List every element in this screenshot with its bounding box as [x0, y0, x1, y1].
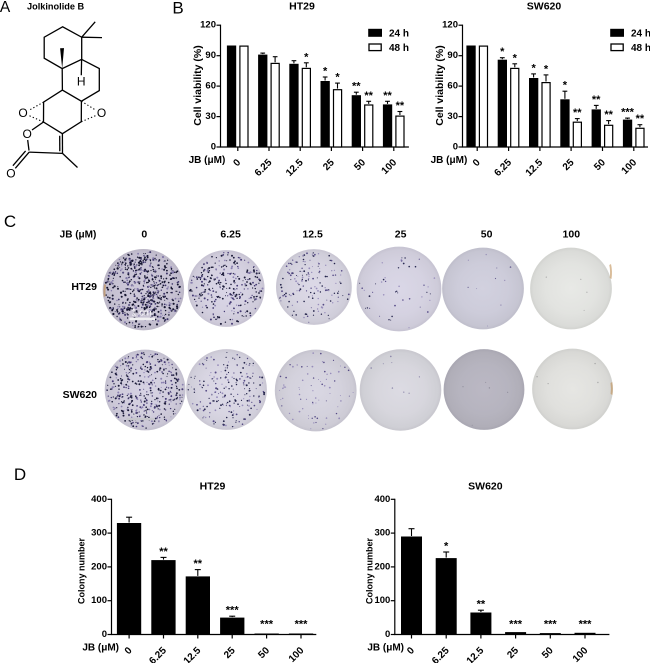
svg-text:24 h: 24 h [389, 28, 409, 39]
svg-text:A: A [0, 0, 11, 16]
svg-text:*: * [304, 51, 309, 63]
svg-text:300: 300 [374, 528, 390, 539]
svg-text:100: 100 [91, 595, 107, 606]
svg-text:0: 0 [102, 629, 107, 640]
svg-text:*: * [531, 62, 536, 74]
svg-text:Jolkinolide B: Jolkinolide B [27, 2, 85, 12]
svg-text:**: ** [383, 90, 392, 102]
svg-text:JB (μM): JB (μM) [431, 155, 468, 166]
svg-text:*: * [323, 66, 328, 78]
svg-text:100: 100 [563, 229, 581, 241]
svg-text:SW620: SW620 [468, 481, 503, 493]
svg-text:30: 30 [205, 111, 216, 122]
svg-text:Cell viability (%): Cell viability (%) [192, 45, 204, 126]
svg-text:400: 400 [91, 494, 107, 505]
svg-text:SW620: SW620 [63, 389, 98, 401]
svg-text:JB (μM): JB (μM) [60, 229, 97, 240]
svg-text:***: *** [295, 619, 309, 631]
svg-text:*: * [444, 541, 449, 553]
svg-text:300: 300 [91, 528, 107, 539]
svg-text:JB (μM): JB (μM) [189, 155, 226, 166]
svg-text:JB (μM): JB (μM) [367, 643, 404, 654]
svg-text:*: * [563, 80, 568, 92]
svg-text:0: 0 [211, 142, 216, 153]
svg-text:HT29: HT29 [200, 481, 226, 493]
svg-text:O: O [23, 127, 32, 141]
svg-text:***: *** [509, 619, 523, 631]
svg-text:Colony number: Colony number [77, 538, 87, 604]
svg-text:*: * [335, 72, 340, 84]
svg-text:**: ** [604, 109, 613, 121]
svg-text:Colony number: Colony number [365, 538, 375, 604]
svg-text:*: * [544, 63, 549, 75]
svg-text:0: 0 [141, 229, 147, 241]
svg-text:***: *** [621, 107, 635, 119]
svg-text:SW620: SW620 [527, 1, 562, 13]
svg-text:**: ** [364, 90, 373, 102]
svg-text:100: 100 [374, 595, 390, 606]
svg-text:**: ** [159, 546, 168, 558]
svg-text:***: *** [544, 619, 558, 631]
svg-text:C: C [4, 212, 16, 231]
svg-text:1 cm: 1 cm [131, 408, 152, 419]
svg-text:50: 50 [481, 229, 493, 241]
svg-text:O: O [97, 106, 106, 120]
svg-text:200: 200 [91, 561, 107, 572]
svg-text:***: *** [226, 605, 240, 617]
svg-text:0: 0 [385, 629, 390, 640]
svg-text:***: *** [579, 619, 593, 631]
svg-text:*: * [513, 52, 518, 64]
svg-text:90: 90 [447, 50, 458, 61]
svg-text:400: 400 [374, 494, 390, 505]
svg-text:B: B [172, 0, 183, 18]
svg-text:24 h: 24 h [631, 28, 650, 39]
svg-text:25: 25 [395, 229, 407, 241]
svg-text:JB (μM): JB (μM) [82, 643, 119, 654]
svg-text:120: 120 [200, 20, 216, 31]
svg-text:Cell viability (%): Cell viability (%) [434, 45, 446, 126]
svg-text:1 cm: 1 cm [131, 308, 152, 319]
svg-text:O: O [6, 167, 15, 181]
svg-text:HT29: HT29 [71, 281, 97, 293]
svg-text:***: *** [260, 619, 274, 631]
svg-text:**: ** [573, 107, 582, 119]
svg-text:**: ** [396, 100, 405, 112]
svg-text:**: ** [352, 81, 361, 93]
svg-text:12.5: 12.5 [302, 229, 323, 241]
svg-text:H: H [77, 75, 86, 89]
svg-text:200: 200 [374, 561, 390, 572]
svg-text:D: D [14, 465, 26, 484]
svg-text:120: 120 [442, 20, 458, 31]
svg-text:6.25: 6.25 [220, 229, 241, 241]
svg-text:*: * [500, 46, 505, 58]
svg-text:30: 30 [447, 111, 458, 122]
svg-text:**: ** [592, 94, 601, 106]
svg-text:60: 60 [447, 81, 458, 92]
svg-text:48 h: 48 h [631, 43, 650, 54]
svg-text:**: ** [636, 113, 645, 125]
svg-text:90: 90 [205, 50, 216, 61]
svg-text:**: ** [194, 558, 203, 570]
svg-text:**: ** [477, 599, 486, 611]
svg-text:0: 0 [453, 142, 458, 153]
svg-text:60: 60 [205, 81, 216, 92]
svg-text:48 h: 48 h [389, 43, 409, 54]
svg-text:HT29: HT29 [289, 1, 315, 13]
svg-text:O: O [18, 106, 27, 120]
